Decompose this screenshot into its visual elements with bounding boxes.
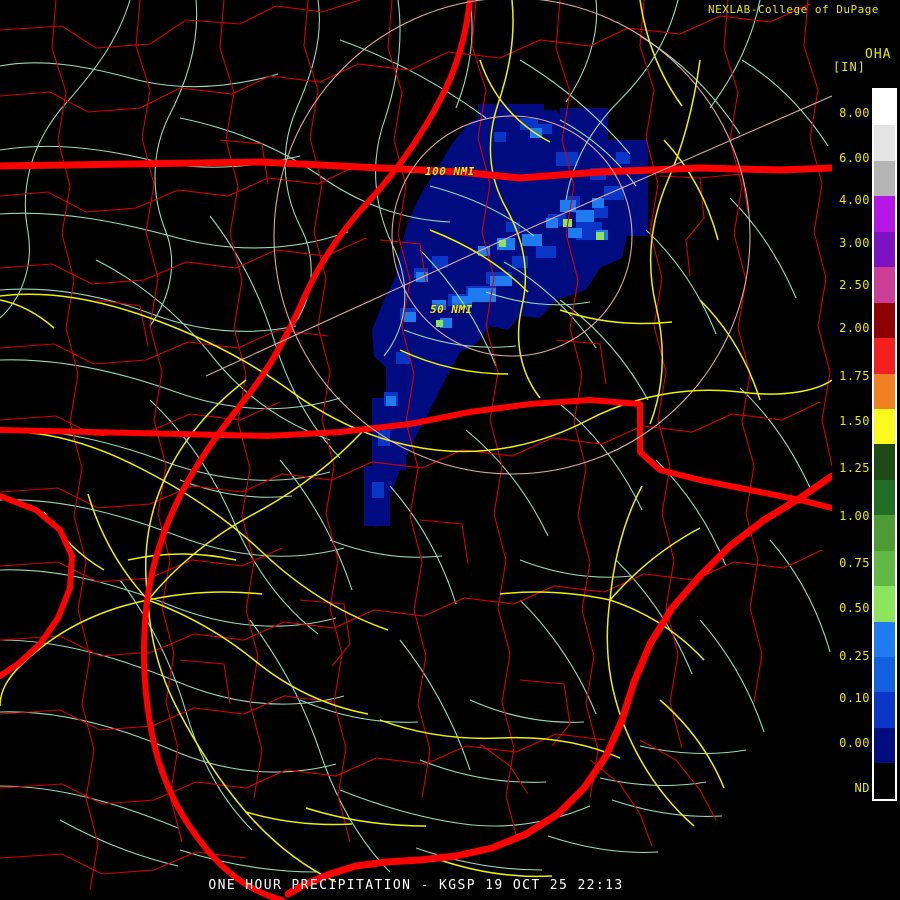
colorbar-tick-1.00: 1.00 (839, 509, 870, 523)
colorbar-tick-2.00: 2.00 (839, 321, 870, 335)
range-ring-label-100nmi: 100 NMI (425, 165, 475, 178)
colorbar-tick-8.00: 8.00 (839, 106, 870, 120)
colorbar-tick-0.25: 0.25 (839, 649, 870, 663)
colorbar-site-code: OHA (865, 47, 892, 62)
colorbar-tick-labels: 8.00 6.00 4.00 3.00 2.50 2.00 1.75 1.50 1.25 1.00… (832, 88, 872, 801)
colorbar-tick-6.00: 6.00 (839, 151, 870, 165)
colorbar-tick-1.75: 1.75 (839, 369, 870, 383)
colorbar-segment-0.00 (874, 727, 895, 764)
colorbar-units-label: [IN] (833, 60, 866, 74)
range-ring-50nmi (391, 115, 633, 357)
range-spoke (205, 95, 832, 377)
colorbar-segment-ND (874, 763, 895, 799)
range-ring-label-50nmi: 50 NMI (430, 303, 473, 316)
colorbar-segment-0.15 (874, 657, 895, 693)
colorbar-segment-0.25 (874, 586, 895, 622)
colorbar-segment-2.50 (874, 302, 895, 339)
colorbar-scale[interactable] (872, 88, 897, 801)
colorbar-tick-0.75: 0.75 (839, 556, 870, 570)
colorbar-segment-0.10 (874, 692, 895, 728)
colorbar-segment-3.00 (874, 267, 895, 303)
colorbar-tick-1.25: 1.25 (839, 461, 870, 475)
colorbar-tick-1.50: 1.50 (839, 414, 870, 428)
colorbar-segment-3.50 (874, 231, 895, 268)
colorbar-panel: OHA [IN] 8.00 6.00 4.00 3.00 2.50 2.00 1.75 1.5… (832, 0, 900, 900)
colorbar-segment-1.75 (874, 373, 895, 409)
highway-network (0, 0, 832, 883)
range-ring-100nmi (273, 0, 751, 475)
precipitation-echo-layer (364, 104, 648, 528)
colorbar-segment-1.25 (874, 444, 895, 480)
colorbar-tick-0.00: 0.00 (839, 736, 870, 750)
colorbar-segment-2.00 (874, 338, 895, 374)
colorbar-tick-2.50: 2.50 (839, 278, 870, 292)
colorbar-tick-4.00: 4.00 (839, 193, 870, 207)
colorbar-segment-5.00 (874, 160, 895, 197)
range-ring-overlay (205, 0, 832, 475)
colorbar-tick-0.10: 0.10 (839, 691, 870, 705)
colorbar-segment-6.00 (874, 125, 895, 161)
colorbar-tick-ND: ND (854, 781, 870, 795)
colorbar-segment-8.00 (874, 90, 895, 126)
colorbar-tick-0.50: 0.50 (839, 601, 870, 615)
radar-map-canvas[interactable] (0, 0, 832, 900)
radar-map-panel[interactable]: 100 NMI 50 NMI ONE HOUR PRECIPITATION - … (0, 0, 832, 900)
colorbar-tick-3.00: 3.00 (839, 236, 870, 250)
colorbar-segment-4.00 (874, 196, 895, 232)
map-background (0, 0, 832, 900)
colorbar-segment-0.50 (874, 550, 895, 587)
colorbar-segment-0.75 (874, 515, 895, 551)
colorbar-segment-1.00 (874, 479, 895, 516)
colorbar-segment-0.20 (874, 621, 895, 657)
product-title-bar: ONE HOUR PRECIPITATION - KGSP 19 OCT 25 … (208, 878, 624, 893)
colorbar-segment-1.50 (874, 408, 895, 445)
brand-credit-label: NEXLAB-College of DuPage (708, 3, 879, 16)
